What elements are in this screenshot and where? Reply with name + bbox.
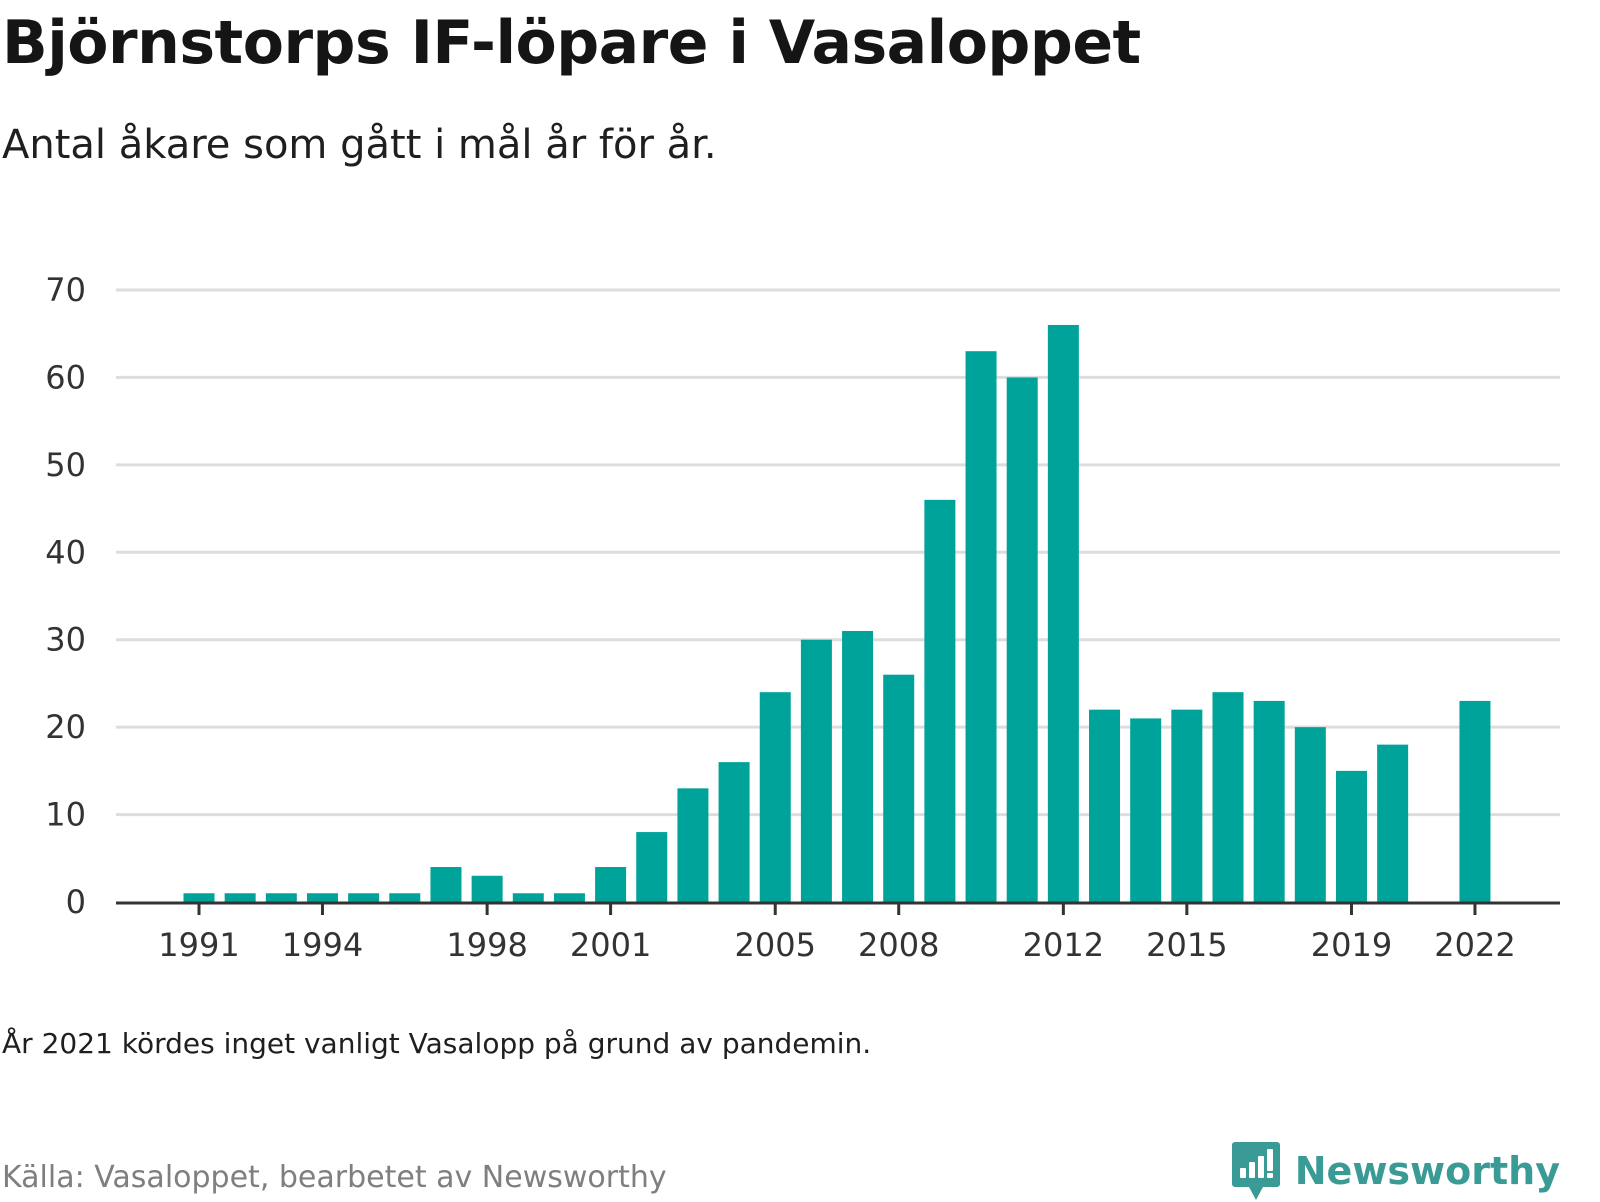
bar-2010: [965, 351, 997, 902]
y-tick-label: 0: [66, 883, 86, 921]
x-tick-label: 2019: [1311, 926, 1392, 964]
bar-1991: [183, 893, 215, 902]
y-tick-label: 70: [45, 271, 86, 309]
bar-2018: [1294, 727, 1326, 902]
bar-2014: [1130, 718, 1162, 902]
x-tick-label: 2008: [858, 926, 939, 964]
x-tick-label: 2012: [1023, 926, 1104, 964]
bar-2020: [1377, 744, 1409, 902]
bar-2005: [759, 692, 791, 902]
bar-2008: [883, 674, 915, 902]
x-tick-label: 1994: [282, 926, 363, 964]
y-axis-ticks: 0 10 20 30 40 50 60 70: [45, 271, 86, 921]
x-tick-label: 2015: [1146, 926, 1227, 964]
bar-1995: [348, 893, 380, 902]
y-tick-label: 20: [45, 708, 86, 746]
x-tick-label: 1998: [446, 926, 527, 964]
bar-2009: [924, 499, 956, 902]
bar-2013: [1089, 709, 1121, 902]
chart-subtitle: Antal åkare som gått i mål år för år.: [2, 122, 717, 168]
bar-2001: [595, 867, 627, 902]
y-tick-label: 60: [45, 358, 86, 396]
gridlines: [116, 288, 1560, 817]
bar-1999: [512, 893, 544, 902]
y-tick-label: 50: [45, 446, 86, 484]
bar-1997: [430, 867, 462, 902]
bar-2015: [1171, 709, 1203, 902]
x-tick-label: 2005: [735, 926, 816, 964]
bar-1993: [265, 893, 297, 902]
bar-1996: [389, 893, 421, 902]
chart-title: Björnstorps IF-löpare i Vasaloppet: [2, 8, 1141, 78]
bar-2011: [1006, 377, 1038, 902]
bar-2000: [553, 893, 585, 902]
y-tick-label: 10: [45, 796, 86, 834]
bar-2006: [800, 639, 832, 902]
x-axis-ticks: 1991 1994 1998 2001 2005 2008 2012 2015 2019 2022: [158, 903, 1516, 964]
bar-2002: [636, 832, 668, 902]
y-tick-label: 30: [45, 621, 86, 659]
brand-name: Newsworthy: [1294, 1149, 1560, 1193]
x-tick-label: 1991: [158, 926, 239, 964]
x-tick-label: 2022: [1434, 926, 1515, 964]
source-text: Källa: Vasaloppet, bearbetet av Newswort…: [2, 1160, 667, 1195]
bar-2022: [1459, 700, 1491, 902]
bar-1992: [224, 893, 256, 902]
y-tick-label: 40: [45, 533, 86, 571]
bars: [116, 324, 1560, 905]
bar-2003: [677, 788, 709, 902]
x-tick-label: 2001: [570, 926, 651, 964]
bar-2012: [1047, 324, 1079, 902]
bar-chart: 0 10 20 30 40 50 60 70 1991 1994 1998 2001 2005 2008…: [45, 271, 1560, 964]
bar-2004: [718, 762, 750, 902]
brand-logo: Newsworthy: [1231, 1140, 1560, 1202]
chart-note: År 2021 kördes inget vanligt Vasalopp på…: [2, 1027, 872, 1060]
bar-1994: [306, 893, 338, 902]
bar-1998: [471, 875, 503, 902]
bar-2019: [1335, 770, 1367, 902]
newsworthy-logo-icon: [1231, 1142, 1280, 1200]
bar-2016: [1212, 692, 1244, 902]
bar-2017: [1253, 700, 1285, 902]
bar-2007: [842, 630, 874, 902]
